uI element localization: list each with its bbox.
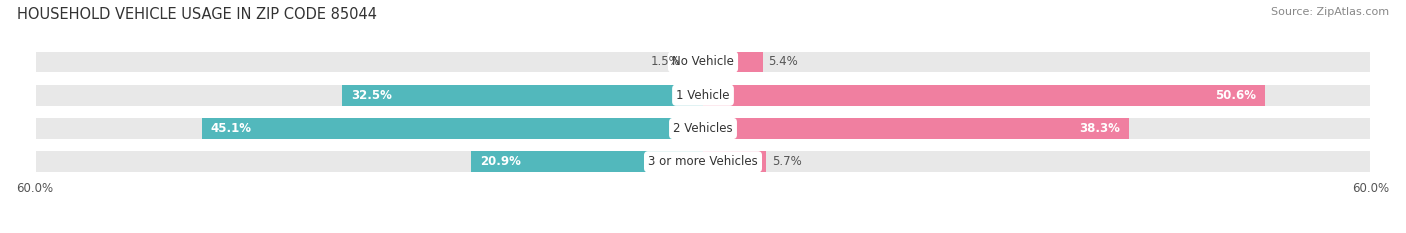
Text: 5.7%: 5.7% bbox=[772, 155, 801, 168]
Bar bbox=[202, 118, 703, 139]
Text: Source: ZipAtlas.com: Source: ZipAtlas.com bbox=[1271, 7, 1389, 17]
Bar bbox=[703, 51, 763, 72]
Bar bbox=[471, 151, 703, 172]
Text: 60.0%: 60.0% bbox=[17, 182, 53, 195]
Bar bbox=[703, 85, 1265, 106]
Text: 32.5%: 32.5% bbox=[350, 89, 392, 102]
Bar bbox=[703, 118, 1129, 139]
Text: 1.5%: 1.5% bbox=[651, 55, 681, 69]
Text: 20.9%: 20.9% bbox=[479, 155, 520, 168]
Text: 50.6%: 50.6% bbox=[1215, 89, 1257, 102]
Text: HOUSEHOLD VEHICLE USAGE IN ZIP CODE 85044: HOUSEHOLD VEHICLE USAGE IN ZIP CODE 8504… bbox=[17, 7, 377, 22]
Bar bbox=[342, 85, 703, 106]
Bar bbox=[703, 151, 766, 172]
Bar bbox=[37, 118, 1369, 139]
Text: No Vehicle: No Vehicle bbox=[672, 55, 734, 69]
Bar bbox=[37, 85, 1369, 106]
Bar bbox=[37, 51, 1369, 72]
Text: 3 or more Vehicles: 3 or more Vehicles bbox=[648, 155, 758, 168]
Text: 60.0%: 60.0% bbox=[1353, 182, 1389, 195]
Bar bbox=[37, 151, 1369, 172]
Text: 5.4%: 5.4% bbox=[769, 55, 799, 69]
Text: 2 Vehicles: 2 Vehicles bbox=[673, 122, 733, 135]
Text: 45.1%: 45.1% bbox=[211, 122, 252, 135]
Bar bbox=[686, 51, 703, 72]
Text: 38.3%: 38.3% bbox=[1078, 122, 1119, 135]
Legend: Owner-occupied, Renter-occupied: Owner-occupied, Renter-occupied bbox=[564, 229, 842, 233]
Text: 1 Vehicle: 1 Vehicle bbox=[676, 89, 730, 102]
